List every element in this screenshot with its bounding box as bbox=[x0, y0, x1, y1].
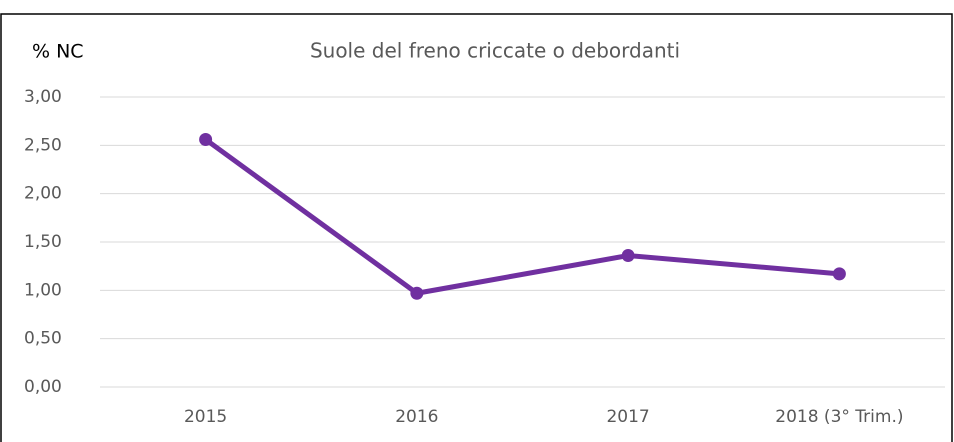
data-point bbox=[410, 286, 424, 300]
y-tick-label: 3,00 bbox=[24, 87, 62, 107]
y-tick-label: 2,00 bbox=[24, 184, 62, 204]
y-tick-label: 1,00 bbox=[24, 280, 62, 300]
chart-border bbox=[0, 13, 953, 442]
series-line bbox=[203, 137, 842, 296]
y-tick-label: 0,50 bbox=[24, 329, 62, 349]
x-tick-label: 2017 bbox=[606, 407, 649, 427]
y-axis-label: % NC bbox=[32, 41, 84, 63]
data-point bbox=[199, 133, 213, 147]
y-tick-label: 2,50 bbox=[24, 135, 62, 155]
x-tick-label: 2016 bbox=[395, 407, 438, 427]
data-point bbox=[621, 249, 635, 263]
x-tick-label: 2018 (3° Trim.) bbox=[775, 407, 903, 427]
x-tick-label: 2015 bbox=[184, 407, 227, 427]
y-tick-label: 1,50 bbox=[24, 232, 62, 252]
y-tick-label: 0,00 bbox=[24, 377, 62, 397]
data-point bbox=[832, 267, 846, 281]
chart-title: Suole del freno criccate o debordanti bbox=[310, 39, 680, 63]
